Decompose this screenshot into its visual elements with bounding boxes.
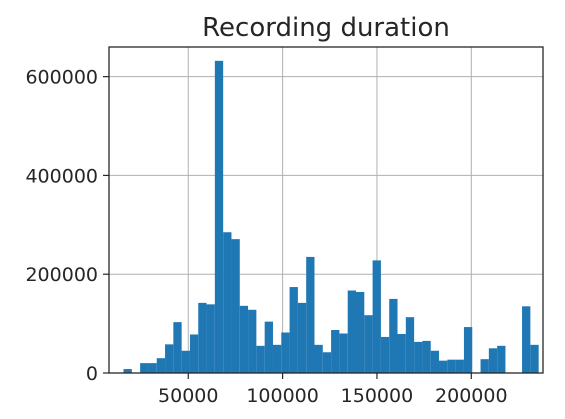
histogram-bar-38 [439,360,448,373]
plot-area-frame [108,46,544,374]
histogram-bar-0 [123,369,132,373]
histogram-bar-6 [173,322,182,373]
y-tick-label-1: 200000 [25,264,98,286]
histogram-bar-35 [414,341,423,373]
histogram-bar-41 [463,327,473,373]
y-tick-label-2: 400000 [25,165,98,187]
histogram-bar-15 [248,309,257,373]
histogram-bar-14 [239,305,249,373]
x-tick-label-3: 200000 [435,385,508,407]
histogram-bar-3 [148,363,157,373]
histogram-bar-9 [198,302,207,373]
x-tick-label-0: 50000 [158,385,218,407]
histogram-bar-43 [480,359,489,373]
histogram-bar-26 [339,333,348,373]
histogram-bar-18 [272,344,282,373]
histogram-bar-48 [522,306,531,373]
histogram-bar-33 [397,333,406,373]
histogram-bar-2 [140,363,149,373]
histogram-bar-44 [488,348,498,373]
histogram-bar-28 [356,291,365,373]
histogram-bar-8 [189,334,199,373]
axis-ticks: 50000 100000 150000 200000 0 200000 400000 6000… [25,67,507,407]
histogram-bar-11 [214,60,224,374]
histogram-bar-19 [281,332,290,373]
histogram-bar-12 [223,232,232,373]
histogram-bar-24 [322,352,332,373]
histogram-bar-29 [364,315,373,373]
y-tick-label-3: 600000 [25,67,98,89]
histogram-bar-36 [422,340,431,373]
histogram-bar-16 [256,345,265,373]
histogram-bar-17 [264,321,273,373]
histogram-bar-21 [297,302,307,373]
histogram-bar-40 [455,359,464,373]
histogram-bar-25 [331,330,340,373]
histogram-bar-20 [289,287,298,373]
histogram-bar-7 [181,350,190,373]
histogram-bar-27 [347,290,357,373]
histogram-bar-5 [165,344,174,373]
x-tick-label-1: 100000 [246,385,319,407]
chart-title: Recording duration [202,13,450,43]
histogram-bar-32 [389,298,398,373]
histogram-bar-4 [156,358,166,373]
histogram-bar-23 [314,344,323,373]
histogram-bar-10 [206,304,215,373]
histogram-bar-31 [380,336,390,373]
histogram-bar-49 [530,344,539,373]
histogram-bar-22 [306,256,315,373]
histogram-bar-37 [430,350,440,373]
histogram-bar-39 [447,359,456,373]
histogram-bar-30 [372,260,381,373]
x-tick-label-2: 150000 [341,385,414,407]
y-tick-label-0: 0 [86,363,98,385]
histogram-bar-34 [405,317,415,373]
histogram-bar-45 [497,345,506,373]
histogram-bars [123,60,539,374]
histogram-bar-13 [231,239,240,373]
